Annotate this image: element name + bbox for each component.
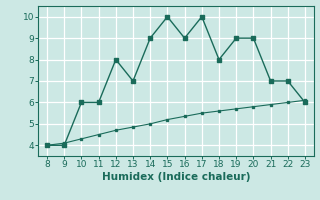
X-axis label: Humidex (Indice chaleur): Humidex (Indice chaleur)	[102, 172, 250, 182]
